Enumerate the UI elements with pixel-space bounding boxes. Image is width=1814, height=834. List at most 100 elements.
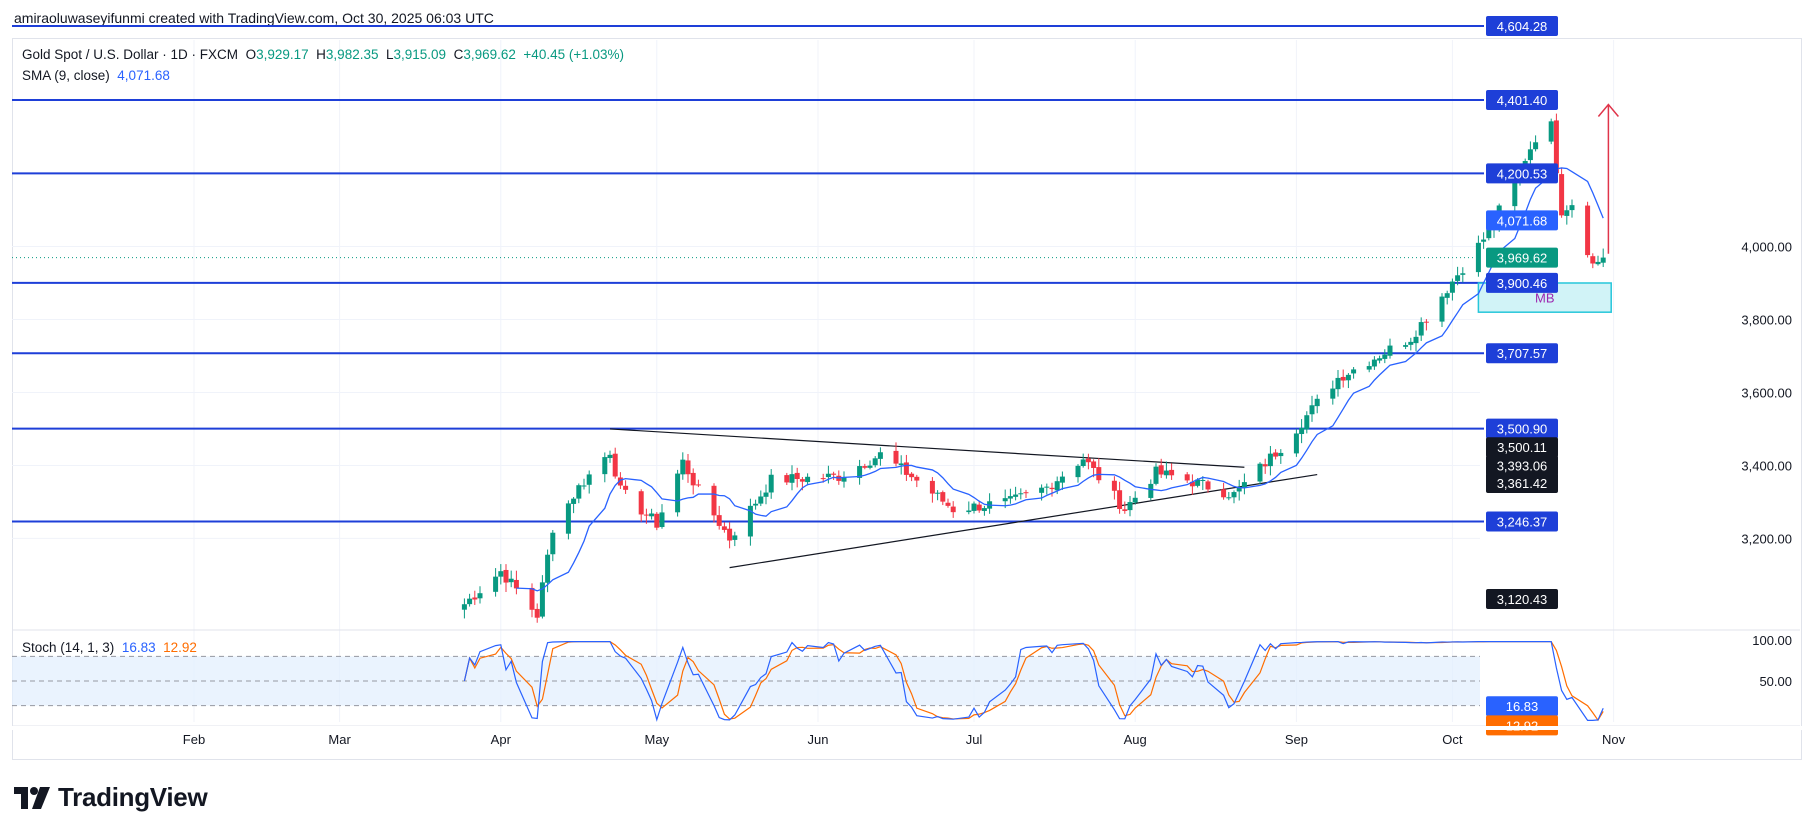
sma-line bbox=[516, 167, 1604, 592]
candle bbox=[1377, 355, 1383, 364]
candle-body bbox=[1075, 465, 1081, 478]
stoch-legend: Stoch (14, 1, 3) 16.83 12.92 bbox=[22, 640, 197, 655]
candle-body bbox=[1345, 374, 1351, 381]
candle bbox=[1184, 472, 1190, 483]
candle bbox=[1091, 459, 1097, 478]
price-axis: 4,000.00 3,800.00 3,600.00 3,400.00 3,200.00… bbox=[0, 15, 1814, 736]
candle-body bbox=[659, 512, 665, 528]
candle bbox=[945, 498, 951, 508]
stoch-badge-label: 16.83 bbox=[1506, 699, 1539, 714]
candle bbox=[1002, 489, 1008, 509]
mb-zone-label: MB bbox=[1535, 291, 1555, 306]
candle-body bbox=[753, 503, 759, 506]
candle bbox=[1413, 330, 1419, 352]
candle bbox=[1423, 319, 1429, 331]
stoch-badge-label: 12.92 bbox=[1506, 718, 1539, 733]
candle-body bbox=[1195, 479, 1201, 486]
candle bbox=[1163, 461, 1169, 479]
candle bbox=[935, 490, 941, 501]
candle bbox=[581, 478, 587, 490]
stoch-pane bbox=[12, 655, 1480, 707]
candle bbox=[1475, 235, 1481, 277]
candle bbox=[1127, 496, 1133, 517]
candle-body bbox=[1236, 486, 1242, 492]
price-badge-bg bbox=[1486, 90, 1558, 111]
chart-frame bbox=[12, 38, 1802, 760]
candle bbox=[877, 447, 883, 466]
price-badge-bg bbox=[1486, 455, 1558, 476]
candle bbox=[893, 442, 899, 467]
candle-body bbox=[935, 492, 941, 494]
candle-body bbox=[467, 598, 473, 605]
candle-body bbox=[1262, 464, 1268, 467]
candle-body bbox=[1221, 489, 1227, 498]
candle bbox=[571, 497, 577, 514]
sma-9-line bbox=[516, 167, 1604, 592]
tradingview-logo[interactable]: TradingView bbox=[14, 782, 208, 813]
candle bbox=[467, 593, 473, 607]
price-badge-bg bbox=[1486, 247, 1558, 268]
candle-body bbox=[675, 473, 681, 513]
candle-body bbox=[1377, 358, 1383, 361]
candle bbox=[576, 483, 582, 504]
horizontal-levels bbox=[12, 24, 1484, 523]
candle-body bbox=[1527, 149, 1533, 161]
candle-body bbox=[893, 450, 899, 464]
candle bbox=[914, 474, 920, 488]
high-value: 3,982.35 bbox=[325, 47, 379, 62]
stoch-badge: 12.92 bbox=[1486, 715, 1558, 736]
candle-body bbox=[1439, 296, 1445, 322]
x-tick-label: Jun bbox=[808, 732, 829, 747]
candle-body bbox=[1533, 142, 1539, 150]
candle-body bbox=[914, 476, 920, 481]
candle bbox=[1455, 266, 1461, 286]
price-badge-label: 4,401.40 bbox=[1497, 93, 1548, 108]
sma-label[interactable]: SMA (9, close) bbox=[22, 68, 110, 83]
price-badge: 3,361.42 bbox=[1486, 472, 1558, 493]
candle bbox=[909, 472, 915, 482]
candle bbox=[550, 530, 556, 562]
candle-body bbox=[981, 508, 987, 511]
candle bbox=[1117, 481, 1123, 514]
candle bbox=[1158, 458, 1164, 478]
candle bbox=[1153, 463, 1159, 486]
candle bbox=[1559, 167, 1565, 218]
candle bbox=[498, 564, 504, 585]
candle bbox=[841, 471, 847, 488]
candle-body bbox=[1163, 470, 1169, 476]
candle-body bbox=[820, 478, 826, 480]
price-badge-bg bbox=[1486, 343, 1558, 364]
candle bbox=[1293, 428, 1299, 457]
candle bbox=[753, 499, 759, 510]
candle-body bbox=[643, 514, 649, 516]
candle bbox=[747, 498, 753, 546]
candle bbox=[1049, 482, 1055, 497]
candle-body bbox=[1481, 239, 1487, 242]
candle bbox=[1007, 488, 1013, 504]
candle bbox=[508, 570, 514, 588]
candle bbox=[763, 484, 769, 505]
price-badge-label: 4,200.53 bbox=[1497, 166, 1548, 181]
candle bbox=[1382, 349, 1388, 364]
candle bbox=[675, 469, 681, 517]
candle bbox=[607, 450, 613, 463]
candle bbox=[680, 452, 686, 480]
y-tick-label: 3,200.00 bbox=[1741, 531, 1792, 546]
symbol-name[interactable]: Gold Spot / U.S. Dollar · 1D · FXCM bbox=[22, 47, 239, 62]
candle bbox=[716, 505, 722, 530]
candle bbox=[1075, 464, 1081, 483]
candle bbox=[1527, 141, 1533, 166]
candle-body bbox=[1382, 354, 1388, 359]
candle bbox=[1273, 449, 1279, 460]
candle-body bbox=[1569, 205, 1575, 211]
candle-body bbox=[1585, 205, 1591, 256]
candle-body bbox=[1408, 341, 1414, 345]
candle-body bbox=[1189, 481, 1195, 487]
stoch-label[interactable]: Stoch (14, 1, 3) bbox=[22, 640, 115, 655]
stoch-badge-bg bbox=[1486, 715, 1558, 736]
candle bbox=[872, 456, 878, 468]
candle bbox=[898, 455, 904, 475]
candle bbox=[1569, 199, 1575, 218]
stoch-tick-label: 100.00 bbox=[1752, 633, 1792, 648]
